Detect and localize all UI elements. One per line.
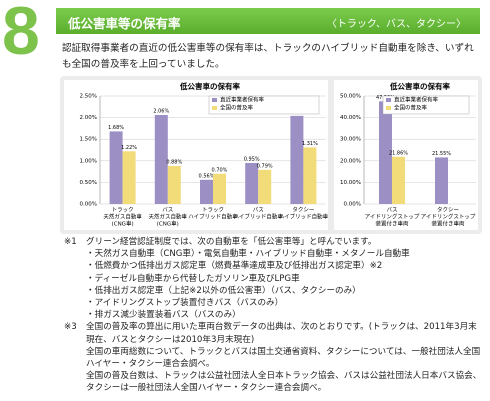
bar bbox=[200, 179, 213, 204]
value-label: 2.06% bbox=[153, 109, 169, 115]
value-label: 0.56% bbox=[199, 173, 215, 179]
chart-title: 低公害車の保有率 bbox=[179, 81, 240, 91]
value-label: 0.79% bbox=[257, 163, 273, 169]
note-item: ・低排出ガス認定車（上記※2以外の低公害車）（バス、タクシーのみ） bbox=[86, 285, 361, 296]
value-label: 0.70% bbox=[212, 167, 228, 173]
legend-box bbox=[382, 95, 470, 115]
note: ※1 グリーン経営認証制度では、次の自動車を「低公害車等」と呼んでいます。・天然ガ… bbox=[64, 236, 484, 321]
value-label: 0.88% bbox=[166, 159, 182, 165]
bar bbox=[213, 173, 226, 204]
x-tick-label: 装置付き車両 bbox=[431, 220, 465, 228]
x-tick-label: バス bbox=[162, 207, 173, 214]
bar bbox=[435, 157, 448, 204]
note-marker: ※3 bbox=[64, 322, 77, 333]
value-label: 1.31% bbox=[302, 141, 318, 147]
note-item: 全国の普及台数は、トラックは公益社団法人全日本トラック協会、バスは公益社団法人日… bbox=[86, 371, 482, 394]
bar bbox=[109, 131, 123, 204]
note-body: グリーン経営認証制度では、次の自動車を「低公害車等」と呼んでいます。・天然ガス自… bbox=[86, 236, 410, 321]
legend-swatch bbox=[212, 98, 217, 102]
note-text: グリーン経営認証制度では、次の自動車を「低公害車等」と呼んでいます。 bbox=[86, 237, 377, 247]
y-tick-label: 40.00% bbox=[340, 115, 361, 121]
note-text: 全国の普及率の算出に用いた車両台数データの出典は、次のとおりです。(トラックは、… bbox=[86, 322, 477, 345]
legend-box bbox=[208, 95, 320, 115]
bar bbox=[122, 151, 136, 204]
legend-label: 全国の普及率 bbox=[220, 104, 254, 112]
y-tick-label: 30.00% bbox=[340, 137, 361, 143]
x-tick-label: (CNG車) bbox=[157, 220, 179, 228]
note-marker: ※1 bbox=[64, 237, 77, 247]
y-tick-label: 0.00% bbox=[344, 202, 361, 208]
y-tick-label: 50.00% bbox=[340, 94, 361, 100]
value-label: 21.86% bbox=[389, 150, 408, 156]
x-tick-label: バス bbox=[253, 207, 264, 214]
notes: ※1 グリーン経営認証制度では、次の自動車を「低公害車等」と呼んでいます。・天然ガ… bbox=[64, 236, 484, 395]
y-tick-label: 2.00% bbox=[80, 115, 97, 121]
note-item: ・ディーゼル自動車から代替したガソリン車及びLPG車 bbox=[86, 273, 300, 284]
note-body: 全国の普及率の算出に用いた車両台数データの出典は、次のとおりです。(トラックは、… bbox=[86, 321, 484, 394]
bar bbox=[379, 101, 392, 204]
note-item: ・天然ガス自動車（CNG車）・電気自動車・ハイブリッド自動車・メタノール自動車 bbox=[86, 249, 410, 260]
value-label: 0.95% bbox=[244, 156, 260, 162]
x-tick-label: 装置付き車両 bbox=[375, 220, 409, 228]
note-item: 全国の車両総数について、トラックとバスは国土交通省資料、タクシーについては、一般… bbox=[86, 346, 481, 370]
note-item: ・アイドリングストップ装置付きバス（バスのみ） bbox=[86, 298, 284, 309]
x-tick-label: トラック bbox=[112, 207, 134, 214]
note-item: ・排ガス減少装置装着バス（バスのみ） bbox=[86, 310, 241, 321]
legend-label: 全国の普及率 bbox=[394, 104, 428, 112]
x-tick-label: ハイブリッド自動車 bbox=[233, 213, 283, 221]
x-tick-label: アイドリングストップ bbox=[421, 213, 476, 221]
y-tick-label: 20.00% bbox=[340, 158, 361, 164]
bar bbox=[303, 147, 317, 204]
x-tick-label: バス bbox=[386, 207, 397, 214]
legend-swatch bbox=[386, 106, 391, 110]
x-tick-label: タクシー bbox=[437, 206, 459, 214]
section-number: 8 bbox=[2, 0, 40, 69]
chart-title: 低公害車の保有率 bbox=[389, 81, 450, 91]
bar bbox=[258, 169, 272, 204]
bar bbox=[245, 162, 259, 204]
charts: 低公害車の保有率 0.00% 0.50% 1.00% 1.50% 2.00% 2.50% トラ… bbox=[64, 80, 478, 230]
value-label: 1.68% bbox=[108, 125, 124, 131]
legend-label: 直近事業者保有率 bbox=[220, 96, 265, 104]
note: ※3 全国の普及率の算出に用いた車両台数データの出典は、次のとおりです。(トラック… bbox=[64, 321, 484, 394]
bar bbox=[167, 165, 181, 204]
x-tick-label: (CNG車) bbox=[112, 220, 134, 228]
header-bar: 低公害車等の保有率 〈トラック、バス、タクシー〉 bbox=[56, 8, 480, 34]
value-label: 1.22% bbox=[121, 145, 137, 151]
y-tick-label: 0.00% bbox=[80, 202, 97, 208]
x-tick-label: ハイブリッド自動車 bbox=[188, 213, 238, 221]
y-tick-label: 1.50% bbox=[80, 137, 97, 143]
value-label: 21.55% bbox=[432, 151, 451, 157]
bar bbox=[392, 156, 405, 204]
y-tick-label: 1.00% bbox=[80, 158, 97, 164]
bar bbox=[290, 115, 304, 204]
x-tick-label: ハイブリッド自動車 bbox=[279, 213, 329, 221]
x-tick-label: トラック bbox=[202, 207, 224, 214]
legend-label: 直近事業者保有率 bbox=[394, 96, 439, 104]
chart-panel: 低公害車の保有率 0.00% 0.50% 1.00% 1.50% 2.00% 2.50% トラ… bbox=[60, 76, 482, 234]
legend-swatch bbox=[386, 98, 391, 102]
y-tick-label: 10.00% bbox=[340, 180, 361, 186]
legend-swatch bbox=[212, 106, 217, 110]
y-tick-label: 0.50% bbox=[80, 180, 97, 186]
header-title: 低公害車等の保有率 bbox=[68, 16, 181, 31]
bar bbox=[154, 115, 168, 204]
x-tick-label: アイドリングストップ bbox=[365, 213, 420, 221]
x-tick-label: 天然ガス自動車 bbox=[103, 213, 142, 221]
note-item: ・低燃費かつ低排出ガス認定車（燃費基準達成車及び低排出ガス認定車）※2 bbox=[86, 261, 383, 272]
header-subtitle: 〈トラック、バス、タクシー〉 bbox=[326, 19, 466, 30]
x-tick-label: 天然ガス自動車 bbox=[149, 213, 188, 221]
y-tick-label: 2.50% bbox=[80, 94, 97, 100]
x-tick-label: タクシー bbox=[292, 206, 314, 214]
intro-text: 認証取得事業者の直近の低公害車等の保有率は、トラックのハイブリッド自動車を除き、… bbox=[62, 43, 474, 70]
